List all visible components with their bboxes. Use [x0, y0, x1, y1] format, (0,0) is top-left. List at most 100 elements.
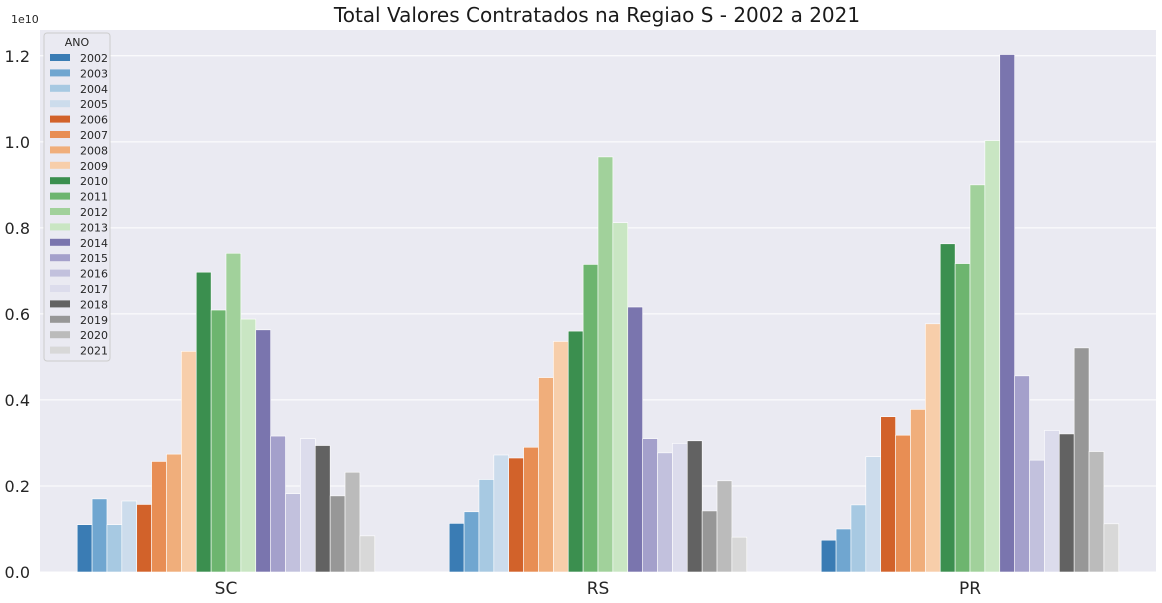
legend-label: 2011 — [80, 191, 108, 204]
bar-pr-2013 — [984, 140, 1001, 573]
legend-label: 2016 — [80, 268, 108, 281]
y-tick-labels: 0.0 0.2 0.4 0.6 0.8 1.0 1.2 — [5, 47, 30, 582]
bar-pr-2014 — [999, 54, 1015, 573]
legend-items: 2002 2003 2004 2005 2006 2007 2008 2009 2010 2011… — [50, 52, 108, 358]
y-tick-label: 0.8 — [5, 219, 30, 238]
bar-rs-2005 — [493, 454, 510, 573]
legend-swatch — [50, 161, 70, 169]
bar-pr-2021 — [1103, 523, 1120, 573]
bar-pr-2003 — [835, 528, 852, 573]
legend-swatch — [50, 238, 70, 246]
legend-label: 2014 — [80, 237, 108, 250]
legend-swatch — [50, 331, 70, 339]
bar-rs-2021 — [731, 536, 748, 573]
legend-swatch — [50, 346, 70, 354]
bar-sc-2009 — [181, 351, 197, 573]
bar-sc-2017 — [300, 438, 316, 573]
bar-rs-2015 — [642, 438, 658, 573]
bar-sc-2018 — [314, 445, 331, 573]
bar-pr-2012 — [969, 184, 986, 573]
bar-sc-2010 — [195, 271, 212, 573]
legend-swatch — [50, 315, 70, 323]
legend-label: 2008 — [80, 144, 108, 157]
legend-label: 2020 — [80, 329, 108, 342]
bar-sc-2016 — [285, 493, 301, 573]
legend-swatch — [50, 254, 70, 262]
legend-swatch — [50, 115, 70, 123]
bar-rs-2014 — [627, 306, 643, 573]
legend-swatch — [50, 100, 70, 108]
legend-label: 2005 — [80, 98, 108, 111]
legend-label: 2004 — [80, 83, 108, 96]
bar-rs-2009 — [553, 341, 569, 573]
bar-rs-2016 — [657, 452, 673, 573]
bar-pr-2007 — [895, 434, 911, 573]
legend-label: 2017 — [80, 283, 108, 296]
legend-swatch — [50, 223, 70, 231]
y-tick-label: 0.6 — [5, 305, 30, 324]
y-axis-exponent-label: 1e10 — [11, 13, 39, 26]
legend-swatch — [50, 146, 70, 154]
bar-sc-2012 — [225, 252, 242, 573]
bar-pr-2019 — [1073, 347, 1090, 573]
chart-title: Total Valores Contratados na Regiao S - … — [333, 3, 860, 27]
bar-sc-2019 — [329, 495, 346, 573]
legend-label: 2015 — [80, 252, 108, 265]
legend-swatch — [50, 269, 70, 277]
x-tick-labels: SC RS PR — [215, 579, 982, 599]
bar-rs-2007 — [523, 446, 539, 573]
bar-pr-2006 — [880, 416, 896, 573]
bar-rs-2017 — [672, 443, 688, 573]
bar-rs-2006 — [508, 457, 524, 573]
legend-label: 2018 — [80, 298, 108, 311]
legend-label: 2002 — [80, 52, 108, 65]
bar-pr-2005 — [865, 456, 882, 573]
legend-swatch — [50, 69, 70, 77]
x-tick-label: PR — [959, 579, 981, 599]
legend-label: 2009 — [80, 160, 108, 173]
bar-pr-2020 — [1088, 451, 1105, 573]
y-tick-label: 0.4 — [5, 391, 30, 410]
legend-label: 2013 — [80, 221, 108, 234]
legend-label: 2021 — [80, 345, 108, 358]
bar-pr-2017 — [1044, 430, 1060, 573]
legend-label: 2003 — [80, 67, 108, 80]
bar-pr-2016 — [1029, 459, 1045, 573]
bar-pr-2004 — [850, 504, 867, 573]
legend-swatch — [50, 300, 70, 308]
bar-pr-2008 — [910, 409, 926, 573]
bar-sc-2006 — [136, 504, 152, 573]
y-tick-label: 0.2 — [5, 477, 30, 496]
legend-label: 2007 — [80, 129, 108, 142]
bars — [76, 54, 1120, 573]
bar-rs-2013 — [612, 222, 629, 573]
legend-swatch — [50, 54, 70, 61]
y-tick-label: 1.0 — [5, 133, 30, 152]
legend-label: 2012 — [80, 206, 108, 219]
legend-swatch — [50, 285, 70, 292]
bar-sc-2005 — [121, 500, 138, 573]
bar-rs-2010 — [567, 330, 584, 573]
legend-label: 2006 — [80, 114, 108, 127]
bar-sc-2008 — [166, 453, 182, 573]
legend-swatch — [50, 131, 70, 138]
y-tick-label: 1.2 — [5, 47, 30, 66]
bar-rs-2011 — [582, 264, 599, 573]
bar-sc-2002 — [76, 524, 93, 573]
legend-box — [43, 32, 111, 362]
legend-swatch — [50, 177, 70, 185]
legend-label: 2019 — [80, 314, 108, 327]
legend-title: ANO — [65, 36, 90, 49]
bar-sc-2004 — [106, 524, 123, 573]
bar-pr-2010 — [939, 243, 956, 573]
bar-sc-2014 — [255, 329, 271, 573]
bar-sc-2011 — [210, 309, 227, 573]
y-tick-label: 0.0 — [5, 563, 30, 582]
legend-swatch — [50, 192, 70, 200]
bar-pr-2018 — [1058, 433, 1075, 573]
bar-rs-2004 — [478, 479, 495, 573]
bar-rs-2008 — [538, 377, 554, 573]
bar-sc-2013 — [240, 318, 257, 573]
x-tick-label: RS — [587, 579, 610, 599]
